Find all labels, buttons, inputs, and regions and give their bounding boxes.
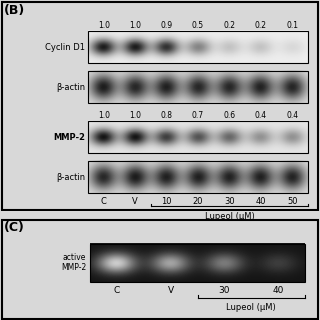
Text: (B): (B)	[4, 4, 25, 17]
Bar	[88, 121, 308, 153]
Text: 30: 30	[224, 197, 235, 206]
Text: 0.9: 0.9	[161, 20, 172, 29]
Bar	[90, 244, 305, 282]
Text: 10: 10	[161, 197, 172, 206]
Text: active
MMP-2: active MMP-2	[61, 253, 86, 272]
Text: 20: 20	[193, 197, 203, 206]
Text: 30: 30	[219, 286, 230, 295]
Text: β-actin: β-actin	[56, 83, 85, 92]
Text: 1.0: 1.0	[98, 20, 110, 29]
Text: 1.0: 1.0	[129, 20, 141, 29]
Text: C: C	[101, 197, 107, 206]
Bar	[88, 71, 308, 103]
Text: V: V	[168, 286, 174, 295]
Text: 0.1: 0.1	[286, 20, 298, 29]
Text: 0.7: 0.7	[192, 111, 204, 120]
Text: V: V	[132, 197, 138, 206]
Text: 0.4: 0.4	[286, 111, 298, 120]
Text: Cyclin D1: Cyclin D1	[45, 43, 85, 52]
Text: β-actin: β-actin	[56, 173, 85, 182]
Text: C: C	[114, 286, 120, 295]
Text: 1.0: 1.0	[129, 111, 141, 120]
Text: 0.6: 0.6	[223, 111, 236, 120]
Bar	[88, 31, 308, 63]
Text: 40: 40	[256, 197, 266, 206]
Text: 40: 40	[272, 286, 284, 295]
Text: MMP-2: MMP-2	[53, 132, 85, 142]
Text: 0.4: 0.4	[255, 111, 267, 120]
Text: 0.5: 0.5	[192, 20, 204, 29]
Text: 50: 50	[287, 197, 298, 206]
Text: 1.0: 1.0	[98, 111, 110, 120]
Text: Lupeol (μM): Lupeol (μM)	[226, 303, 276, 312]
Text: 0.8: 0.8	[161, 111, 172, 120]
Bar	[88, 161, 308, 193]
Text: 0.2: 0.2	[255, 20, 267, 29]
Text: 0.2: 0.2	[223, 20, 236, 29]
Text: Lupeol (μM): Lupeol (μM)	[204, 212, 254, 221]
Text: (C): (C)	[4, 220, 25, 234]
